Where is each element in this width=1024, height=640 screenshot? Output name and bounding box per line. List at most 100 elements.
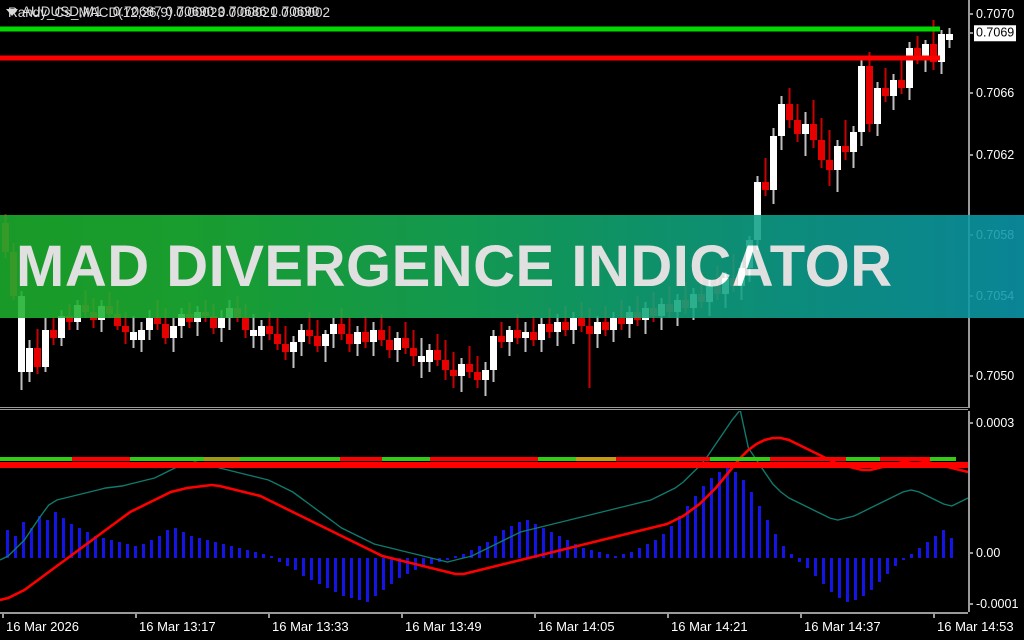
- candle-body: [578, 318, 585, 326]
- macd-histogram-bar: [734, 472, 737, 558]
- candle-wick: [516, 314, 519, 344]
- macd-signal-band-segment: [576, 457, 616, 461]
- candle-body: [610, 318, 617, 330]
- macd-signal-band-segment: [0, 457, 72, 461]
- tick-mark: [667, 612, 669, 618]
- macd-histogram-bar: [486, 542, 489, 558]
- price-plot-area[interactable]: [0, 0, 968, 408]
- triangle-down-icon[interactable]: [6, 9, 18, 16]
- price-chart-panel[interactable]: [0, 0, 1024, 408]
- tick-mark: [968, 552, 973, 554]
- macd-histogram-bar: [590, 550, 593, 558]
- tick-mark: [968, 32, 973, 34]
- macd-signal-line: [0, 436, 968, 602]
- candle-body: [242, 318, 249, 330]
- macd-svg: [0, 411, 968, 602]
- macd-histogram-bar: [14, 536, 17, 558]
- macd-histogram-bar: [870, 558, 873, 590]
- candle-body: [338, 324, 345, 334]
- macd-histogram-bar: [134, 546, 137, 558]
- macd-histogram-bar: [270, 556, 273, 558]
- tick-label: 0.0003: [976, 415, 1015, 430]
- macd-histogram-bar: [766, 520, 769, 558]
- candle-wick: [564, 306, 567, 336]
- tick-mark: [968, 13, 973, 15]
- candle-body: [410, 348, 417, 356]
- candle-body: [298, 330, 305, 342]
- macd-signal-band-segment: [770, 457, 846, 461]
- macd-indicator-panel[interactable]: [0, 411, 1024, 612]
- macd-histogram-bar: [838, 558, 841, 598]
- price-axis[interactable]: 0.70700.70690.70660.70620.70580.70540.70…: [968, 0, 1024, 408]
- macd-histogram-bar: [102, 538, 105, 558]
- promo-banner-title: MAD DIVERGENCE INDICATOR: [16, 234, 893, 299]
- macd-histogram-bar: [254, 552, 257, 558]
- tick-label: 16 Mar 2026: [6, 619, 79, 634]
- tick-mark: [800, 612, 802, 618]
- candle-wick: [764, 158, 767, 196]
- candle-body: [514, 330, 521, 338]
- candle-body: [602, 322, 609, 330]
- candle-body: [210, 316, 217, 328]
- macd-histogram-bar: [830, 558, 833, 592]
- macd-histogram-bar: [582, 548, 585, 558]
- macd-histogram-bar: [430, 558, 433, 564]
- candle-body: [314, 336, 321, 346]
- candle-body: [818, 140, 825, 160]
- macd-histogram-bar: [654, 540, 657, 558]
- candle-body: [378, 330, 385, 340]
- macd-histogram-bar: [710, 478, 713, 558]
- macd-histogram-bar: [878, 558, 881, 582]
- macd-histogram-bar: [174, 528, 177, 558]
- macd-histogram-bar: [774, 534, 777, 558]
- macd-histogram-bar: [894, 558, 897, 566]
- macd-histogram-bar: [614, 556, 617, 558]
- candle-body: [498, 336, 505, 342]
- candle-body: [538, 324, 545, 340]
- candle-body: [282, 344, 289, 352]
- time-axis[interactable]: 16 Mar 2026 16 Mar 13:17 16 Mar 13:33 16 Ma…: [0, 612, 1024, 640]
- tick-label: 0.7069: [974, 25, 1017, 41]
- macd-histogram-bar: [638, 548, 641, 558]
- candle-body: [34, 348, 41, 367]
- macd-histogram-bar: [718, 472, 721, 558]
- price-symbol-label: AUDUSD,M1 0.70687 0.70690 0.70686 0.7069…: [22, 5, 319, 19]
- tick-label: 0.00: [976, 545, 1001, 560]
- candle-body: [394, 338, 401, 350]
- macd-histogram-bar: [246, 550, 249, 558]
- macd-histogram-bar: [918, 548, 921, 558]
- tick-label: 16 Mar 14:53: [937, 619, 1014, 634]
- macd-signal-band-segment: [240, 457, 340, 461]
- macd-histogram-bar: [598, 552, 601, 558]
- macd-histogram-bar: [6, 530, 9, 558]
- macd-plot-area[interactable]: [0, 411, 968, 612]
- candle-body: [50, 330, 57, 338]
- tick-label: 16 Mar 13:33: [272, 619, 349, 634]
- macd-histogram-bar: [118, 542, 121, 558]
- macd-signal-band-segment: [710, 457, 770, 461]
- candle-body: [18, 296, 25, 372]
- price-line-resistance[interactable]: [0, 26, 940, 32]
- macd-axis[interactable]: 0.0003 0.00 -0.0001: [968, 411, 1024, 612]
- macd-histogram-bar: [374, 558, 377, 596]
- candle-body: [42, 330, 49, 367]
- candle-body: [770, 136, 777, 190]
- price-line-support[interactable]: [0, 55, 940, 61]
- candle-body: [762, 182, 769, 190]
- macd-histogram-bar: [390, 558, 393, 584]
- candle-wick: [828, 130, 831, 186]
- macd-histogram-bar: [494, 536, 497, 558]
- macd-histogram-bar: [814, 558, 817, 576]
- candlestick-svg: [0, 20, 953, 396]
- candle-body: [794, 120, 801, 134]
- macd-histogram-bar: [366, 558, 369, 602]
- macd-signal-band-segment: [130, 457, 204, 461]
- candle-body: [874, 88, 881, 124]
- tick-mark: [401, 612, 403, 618]
- macd-histogram-bar: [310, 558, 313, 580]
- candle-body: [530, 332, 537, 340]
- macd-histogram-bar: [110, 540, 113, 558]
- macd-histogram-bar: [238, 548, 241, 558]
- macd-histogram-bar: [510, 526, 513, 558]
- tick-label: 0.7062: [976, 147, 1015, 162]
